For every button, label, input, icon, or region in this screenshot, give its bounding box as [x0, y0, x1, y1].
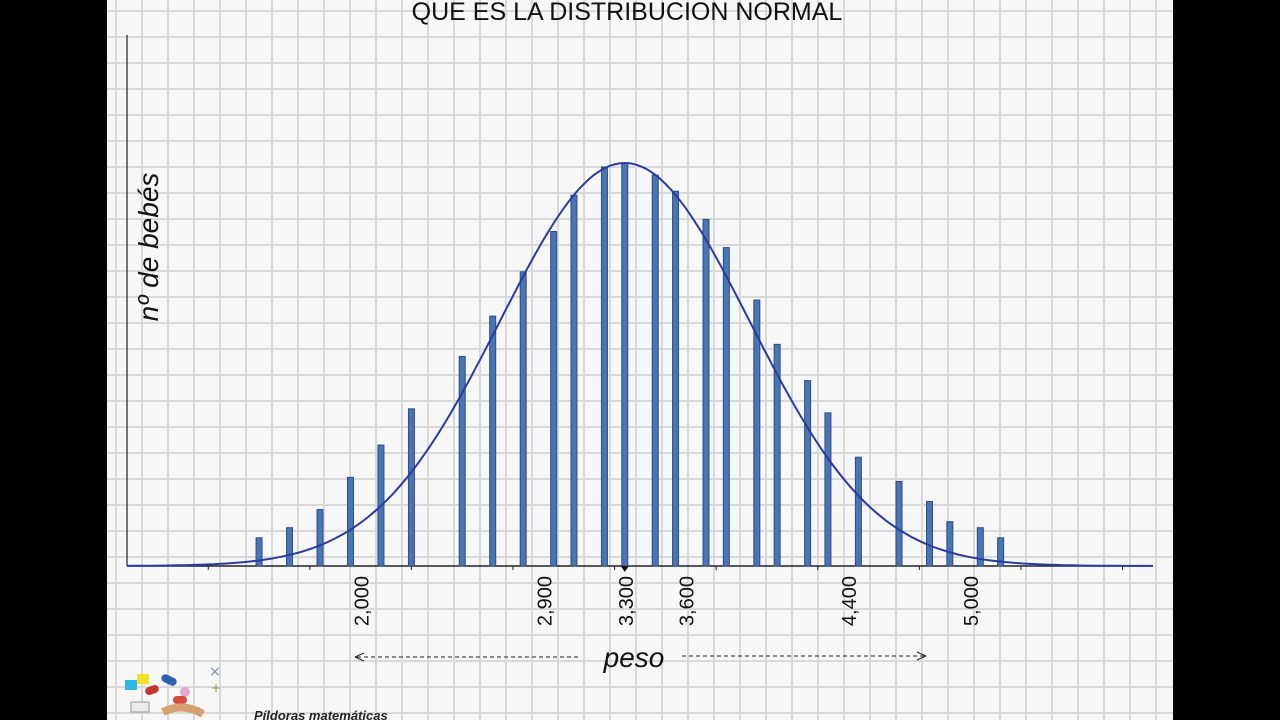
- arrowhead-left: [354, 652, 365, 662]
- chart-title: QUE ES LA DISTRIBUCION NORMAL: [412, 0, 843, 26]
- bar: [722, 247, 730, 567]
- x-tick-label: 3,600: [677, 576, 699, 626]
- bar: [255, 537, 263, 567]
- bar: [519, 271, 527, 567]
- bar: [489, 315, 497, 567]
- x-tick-label: 2,000: [352, 576, 374, 626]
- y-axis-label: nº de bebés: [133, 173, 164, 322]
- bar: [854, 456, 862, 567]
- bar: [824, 412, 832, 567]
- bar: [997, 537, 1005, 567]
- bar: [621, 162, 629, 567]
- x-tick-label: 5,000: [961, 576, 983, 626]
- footer-text: Píldoras matemáticas: [254, 708, 388, 720]
- x-axis-label: peso: [603, 642, 665, 673]
- x-tick-label: 3,300: [616, 576, 638, 626]
- arrowhead-right: [916, 651, 927, 661]
- bar: [976, 527, 984, 567]
- bar: [895, 480, 903, 567]
- x-tick-label: 4,400: [839, 576, 861, 626]
- bar: [550, 231, 558, 567]
- pills-logo: × +: [123, 662, 233, 720]
- chart: 2,000 2,900 3,300 3,600 4,400 5,000 QUE ES LA…: [126, 0, 1153, 673]
- bar: [926, 501, 934, 567]
- bar: [651, 174, 659, 567]
- bar: [753, 299, 761, 567]
- svg-text:+: +: [211, 681, 221, 695]
- bar: [773, 343, 781, 567]
- mean-marker: [620, 566, 629, 572]
- bar: [600, 166, 608, 567]
- bar: [458, 355, 466, 567]
- bar: [286, 527, 294, 567]
- bar: [804, 380, 812, 567]
- svg-text:×: ×: [209, 664, 221, 680]
- x-tick-label: 2,900: [535, 576, 557, 626]
- bar: [407, 408, 415, 567]
- normal-curve: [126, 161, 1153, 567]
- bar: [570, 194, 578, 567]
- bar: [672, 190, 680, 567]
- slide: 2,000 2,900 3,300 3,600 4,400 5,000 QUE ES LA…: [107, 0, 1173, 720]
- bar: [946, 521, 954, 567]
- bar: [702, 218, 710, 567]
- bar: [346, 476, 354, 567]
- bar: [316, 509, 324, 567]
